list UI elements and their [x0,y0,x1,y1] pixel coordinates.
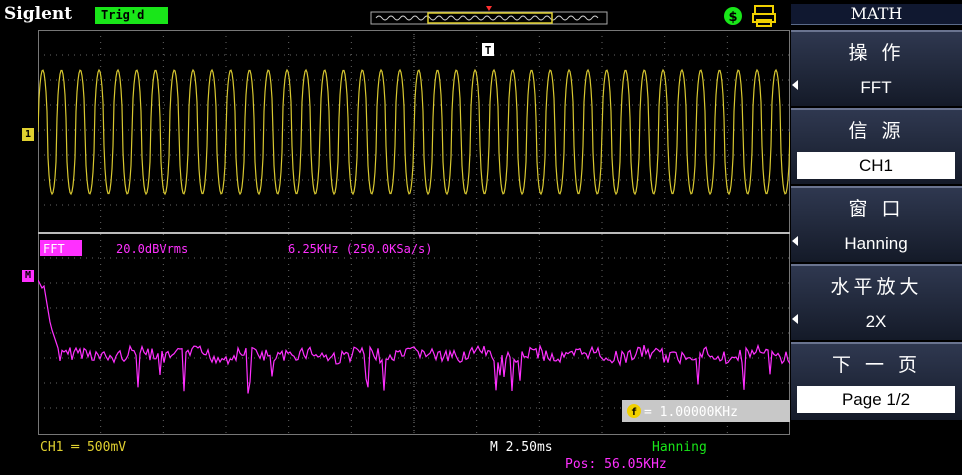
waveform-display[interactable]: T FFT 20.0dBVrms 6.25KHz (250.0KSa/s) f … [38,30,790,435]
printer-icon [752,5,776,27]
frequency-cursor-readout: = 1.00000KHz [644,405,738,420]
menu-item-label: 操 作 [848,42,905,64]
menu-window-button[interactable]: 窗 口 Hanning [791,186,962,262]
ch1-scale: CH1 ═ 500mV [40,440,127,455]
timebase: M 2.50ms [490,440,553,455]
menu-item-label: 水平放大 [830,276,923,298]
math-menu: MATH 操 作 FFT 信 源 CH1 窗 口 Hanning 水平放大 2X… [791,0,962,475]
fft-waveform [38,279,790,394]
ch1-level-marker[interactable]: 1 [22,128,34,141]
menu-item-value: 2X [865,312,887,331]
menu-item-value: FFT [860,78,892,97]
horizontal-position: Pos: 56.05KHz [565,457,667,472]
fft-span: 6.25KHz (250.0KSa/s) [288,242,433,256]
usb-icon: $ [724,7,742,25]
menu-item-value: CH1 [797,152,955,179]
math-level-marker[interactable]: M [22,270,34,282]
menu-source-button[interactable]: 信 源 CH1 [791,108,962,184]
menu-item-value: Page 1/2 [797,386,955,413]
menu-item-label: 下 一 页 [831,354,922,376]
frequency-cursor-icon [627,404,641,418]
trigger-marker-icon[interactable]: T [482,43,494,57]
menu-item-value: Hanning [844,234,908,253]
memory-position-indicator [370,6,608,25]
brand-logo: Siglent [4,4,73,24]
menu-operation-button[interactable]: 操 作 FFT [791,30,962,106]
ch1-waveform [38,68,790,196]
svg-text:T: T [485,44,492,57]
menu-title: MATH [791,4,962,25]
fft-scale: 20.0dBVrms [116,242,188,256]
fft-label: FFT [43,242,65,256]
trigger-status-badge: Trig'd [95,7,168,24]
menu-item-label: 窗 口 [848,198,905,220]
menu-item-label: 信 源 [848,120,905,142]
left-arrow-icon [792,314,798,324]
menu-zoom-button[interactable]: 水平放大 2X [791,264,962,340]
svg-text:$: $ [728,10,737,25]
left-arrow-icon [792,236,798,246]
left-arrow-icon [792,80,798,90]
menu-next-page-button[interactable]: 下 一 页 Page 1/2 [791,342,962,420]
window-status: Hanning [652,440,707,455]
svg-text:f: f [631,407,637,418]
